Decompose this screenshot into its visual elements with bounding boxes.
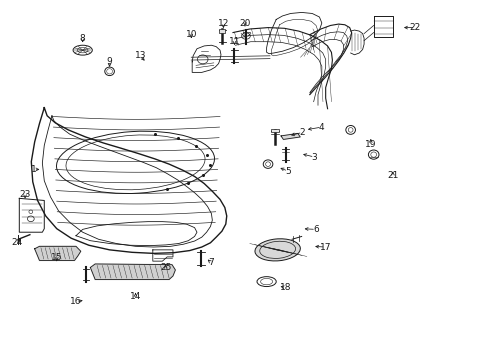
Text: 13: 13 [135,51,146,60]
Ellipse shape [255,239,300,261]
Text: 4: 4 [319,122,325,131]
Text: 25: 25 [160,263,172,272]
Text: 8: 8 [80,34,86,43]
Text: 24: 24 [11,238,23,247]
Text: 5: 5 [285,167,291,176]
Text: 9: 9 [107,57,113,66]
FancyBboxPatch shape [271,129,279,132]
Polygon shape [35,246,81,260]
Text: 21: 21 [387,171,398,180]
Text: 16: 16 [70,297,82,306]
Text: 3: 3 [312,153,318,162]
Text: 1: 1 [31,165,37,174]
Text: 19: 19 [365,140,376,149]
Text: 11: 11 [229,37,240,46]
Text: 23: 23 [20,190,31,199]
Text: 15: 15 [51,253,63,262]
Text: 17: 17 [320,243,331,252]
Text: 2: 2 [300,128,305,137]
FancyBboxPatch shape [219,29,225,32]
Text: 20: 20 [239,18,251,27]
Text: 22: 22 [410,23,421,32]
Text: 6: 6 [313,225,319,234]
Text: 14: 14 [130,292,141,301]
Text: 18: 18 [280,283,292,292]
Text: 7: 7 [209,258,214,267]
Text: 10: 10 [186,30,197,39]
Polygon shape [90,264,175,279]
Text: 12: 12 [218,18,229,27]
Polygon shape [281,134,300,139]
